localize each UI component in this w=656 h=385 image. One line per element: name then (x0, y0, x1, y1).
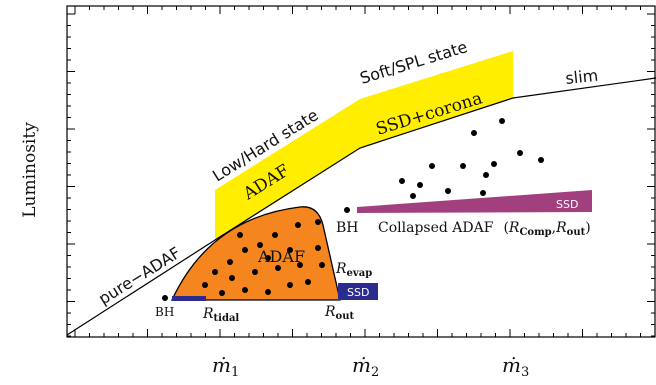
dot (229, 275, 235, 281)
bh-label: BH (336, 220, 359, 236)
bh-label: BH (155, 305, 174, 319)
yellow-band (215, 51, 513, 240)
dot (319, 262, 325, 268)
dot (344, 207, 350, 213)
dot (212, 269, 218, 275)
ssd-label: SSD (347, 286, 369, 299)
dot (287, 247, 293, 253)
dot (252, 269, 258, 275)
slim-label: slim (564, 66, 599, 88)
pure-adaf-label: pure−ADAF (95, 243, 184, 308)
r-evap: Revap (335, 261, 372, 279)
dot (287, 282, 293, 288)
r-tidal: Rtidal (202, 306, 239, 324)
dots (162, 118, 544, 301)
dot (417, 182, 423, 188)
dot (219, 290, 225, 296)
dot (410, 193, 416, 199)
dot (265, 255, 271, 261)
x-tick: ṁ3 (502, 353, 529, 380)
dot (295, 222, 301, 228)
dot (272, 232, 278, 238)
x-tick: ṁ1 (212, 353, 239, 380)
dot (483, 172, 489, 178)
adaf-label: ADAF (257, 247, 305, 266)
dot (499, 118, 505, 124)
dot (202, 282, 208, 288)
dot (242, 247, 248, 253)
dot (162, 295, 168, 301)
dot (399, 178, 405, 184)
dot (460, 163, 466, 169)
ssd-box (338, 283, 378, 300)
y-label: Luminosity (20, 122, 40, 218)
dot (517, 150, 523, 156)
dot (315, 219, 321, 225)
ssd-wedge (357, 190, 592, 213)
dot (227, 259, 233, 265)
dot (491, 161, 497, 167)
dot (480, 190, 486, 196)
dot (315, 245, 321, 251)
dot (445, 188, 451, 194)
dot (429, 163, 435, 169)
dot (538, 157, 544, 163)
dot (297, 262, 303, 268)
state-line (66, 77, 656, 336)
dot (305, 279, 311, 285)
dot (265, 289, 271, 295)
frame (66, 5, 656, 338)
dot (257, 242, 263, 248)
ssd-strip (172, 296, 206, 301)
ssd-label: SSD (556, 198, 578, 211)
r-out: Rout (324, 304, 354, 322)
dot (242, 287, 248, 293)
dot (275, 265, 281, 271)
dot (471, 130, 477, 136)
dot (237, 232, 243, 238)
x-tick: ṁ2 (352, 353, 379, 380)
collapsed-label: Collapsed ADAF (RComp,Rout) (378, 220, 591, 238)
adaf-region (170, 206, 341, 301)
